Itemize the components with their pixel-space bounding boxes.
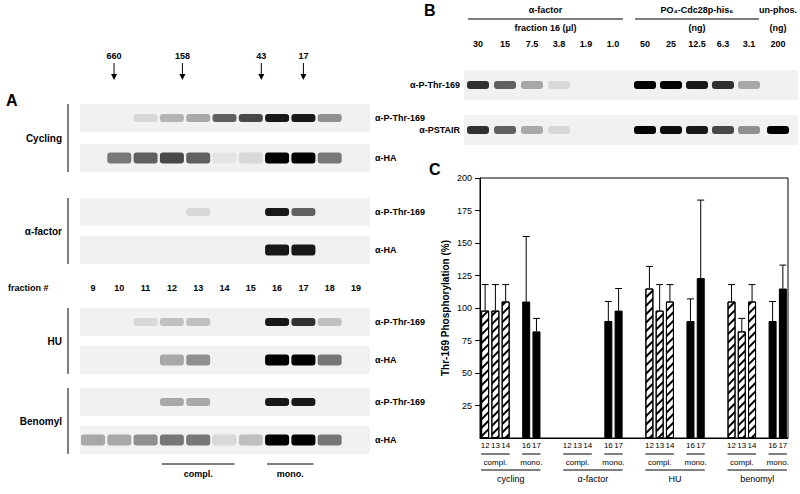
svg-text:α-P-Thr-169: α-P-Thr-169	[375, 113, 425, 123]
svg-text:13: 13	[737, 441, 746, 450]
svg-text:α-HA: α-HA	[375, 435, 397, 445]
svg-text:3.1: 3.1	[743, 39, 756, 49]
svg-text:25: 25	[462, 401, 472, 411]
svg-text:150: 150	[457, 238, 472, 248]
svg-text:14: 14	[748, 441, 757, 450]
svg-text:Benomyl: Benomyl	[20, 416, 62, 427]
svg-text:3.8: 3.8	[553, 39, 566, 49]
svg-text:200: 200	[770, 39, 785, 49]
svg-text:50: 50	[640, 39, 650, 49]
svg-text:A: A	[6, 92, 18, 109]
svg-text:compl.: compl.	[730, 458, 754, 467]
svg-text:16: 16	[522, 441, 531, 450]
svg-text:HU: HU	[669, 474, 682, 484]
svg-text:660: 660	[107, 51, 122, 61]
svg-text:(ng): (ng)	[689, 23, 706, 33]
svg-text:α-PSTAIR: α-PSTAIR	[419, 125, 460, 135]
svg-text:14: 14	[501, 441, 510, 450]
svg-text:14: 14	[219, 283, 229, 293]
svg-text:50: 50	[462, 368, 472, 378]
svg-text:175: 175	[457, 206, 472, 216]
svg-text:mono.: mono.	[602, 458, 624, 467]
svg-text:C: C	[429, 161, 441, 178]
svg-text:fraction 16 (μl): fraction 16 (μl)	[514, 23, 576, 33]
svg-text:1.0: 1.0	[607, 39, 620, 49]
svg-text:14: 14	[665, 441, 674, 450]
svg-text:compl.: compl.	[484, 458, 508, 467]
svg-text:mono.: mono.	[684, 458, 706, 467]
svg-text:un-phos.: un-phos.	[759, 5, 797, 15]
svg-text:α-P-Thr-169: α-P-Thr-169	[375, 397, 425, 407]
svg-text:158: 158	[175, 51, 190, 61]
svg-text:α-P-Thr-169: α-P-Thr-169	[375, 207, 425, 217]
svg-text:α-P-Thr-169: α-P-Thr-169	[375, 317, 425, 327]
svg-text:benomyl: benomyl	[740, 474, 774, 484]
svg-text:compl.: compl.	[648, 458, 672, 467]
svg-text:25: 25	[666, 39, 676, 49]
svg-text:43: 43	[256, 51, 266, 61]
svg-text:mono.: mono.	[520, 458, 542, 467]
svg-text:Thr-169 Phosphorylation (%): Thr-169 Phosphorylation (%)	[440, 240, 451, 376]
svg-text:α-HA: α-HA	[375, 355, 397, 365]
svg-text:12: 12	[481, 441, 490, 450]
svg-text:HU: HU	[48, 336, 62, 347]
svg-text:16: 16	[768, 441, 777, 450]
svg-text:16: 16	[272, 283, 282, 293]
svg-text:16: 16	[686, 441, 695, 450]
svg-text:12: 12	[167, 283, 177, 293]
svg-text:125: 125	[457, 271, 472, 281]
svg-text:mono.: mono.	[277, 469, 304, 479]
svg-text:13: 13	[491, 441, 500, 450]
svg-text:17: 17	[778, 441, 787, 450]
svg-text:200: 200	[457, 173, 472, 183]
svg-text:16: 16	[604, 441, 613, 450]
svg-text:12: 12	[645, 441, 654, 450]
svg-text:α-factor: α-factor	[529, 5, 563, 15]
svg-text:18: 18	[325, 283, 335, 293]
svg-text:10: 10	[114, 283, 124, 293]
svg-text:12: 12	[727, 441, 736, 450]
svg-text:7.5: 7.5	[526, 39, 539, 49]
svg-text:fraction #: fraction #	[8, 283, 49, 293]
svg-text:Cycling: Cycling	[26, 133, 62, 144]
svg-text:(ng): (ng)	[770, 23, 787, 33]
svg-text:17: 17	[298, 51, 308, 61]
svg-text:17: 17	[696, 441, 705, 450]
svg-text:19: 19	[351, 283, 361, 293]
svg-text:compl.: compl.	[566, 458, 590, 467]
svg-text:B: B	[424, 2, 436, 19]
svg-text:compl.: compl.	[184, 469, 213, 479]
svg-text:12: 12	[563, 441, 572, 450]
svg-text:17: 17	[614, 441, 623, 450]
svg-text:mono.: mono.	[767, 458, 789, 467]
svg-text:PO₄-Cdc28p-his₆: PO₄-Cdc28p-his₆	[661, 5, 734, 15]
svg-text:12.5: 12.5	[688, 39, 706, 49]
svg-text:13: 13	[573, 441, 582, 450]
svg-text:6.3: 6.3	[717, 39, 730, 49]
svg-text:α-factor: α-factor	[25, 226, 62, 237]
svg-text:1.9: 1.9	[580, 39, 593, 49]
svg-text:13: 13	[193, 283, 203, 293]
svg-text:100: 100	[457, 303, 472, 313]
svg-text:α-HA: α-HA	[375, 245, 397, 255]
svg-text:15: 15	[246, 283, 256, 293]
svg-text:17: 17	[298, 283, 308, 293]
svg-text:α-factor: α-factor	[578, 474, 609, 484]
svg-text:75: 75	[462, 336, 472, 346]
svg-text:cycling: cycling	[497, 474, 525, 484]
svg-text:13: 13	[655, 441, 664, 450]
svg-text:17: 17	[532, 441, 541, 450]
svg-text:α-P-Thr-169: α-P-Thr-169	[410, 80, 460, 90]
svg-text:30: 30	[473, 39, 483, 49]
svg-text:15: 15	[500, 39, 510, 49]
svg-text:14: 14	[583, 441, 592, 450]
svg-text:α-HA: α-HA	[375, 153, 397, 163]
svg-text:9: 9	[90, 283, 95, 293]
svg-text:11: 11	[141, 283, 151, 293]
